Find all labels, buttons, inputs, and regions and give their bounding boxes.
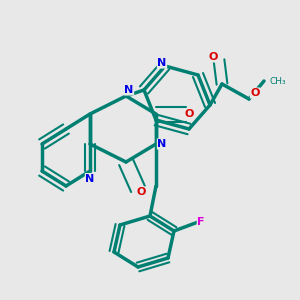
Text: O: O: [184, 109, 194, 119]
Text: O: O: [250, 88, 260, 98]
Text: F: F: [197, 217, 205, 227]
Text: CH₃: CH₃: [270, 76, 286, 85]
Text: N: N: [124, 85, 134, 95]
Text: O: O: [208, 52, 218, 62]
Text: O: O: [136, 187, 146, 197]
Text: N: N: [158, 139, 166, 149]
Text: N: N: [85, 173, 94, 184]
Text: N: N: [158, 58, 166, 68]
